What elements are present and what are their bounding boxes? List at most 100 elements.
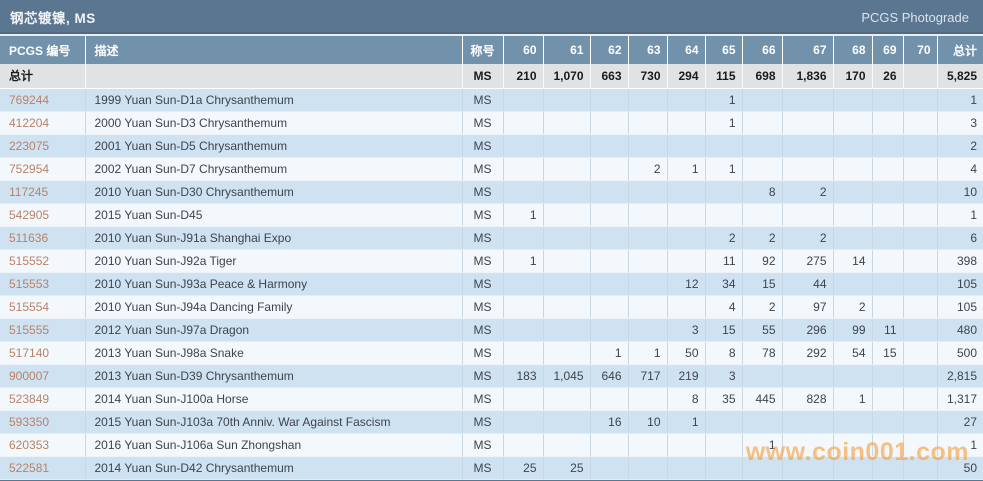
coin-description: 2015 Yuan Sun-J103a 70th Anniv. War Agai… <box>84 410 462 434</box>
pcgs-number-link[interactable]: 511636 <box>9 230 49 245</box>
pcgs-number-link[interactable]: 522581 <box>9 460 50 475</box>
table-row: 900007 2013 Yuan Sun-D39 Chrysanthemum MS 1… <box>0 364 983 388</box>
row-total: 398 <box>936 249 983 273</box>
designation: MS <box>461 111 503 135</box>
pcgs-number-link[interactable]: 769244 <box>9 92 50 107</box>
grade-count-67: 44 <box>781 272 833 296</box>
grade-count-60 <box>502 180 543 204</box>
pcgs-number-link[interactable]: 117245 <box>9 184 49 199</box>
designation: MS <box>461 387 503 411</box>
table-row: 412204 2000 Yuan Sun-D3 Chrysanthemum MS 1 3 <box>0 111 983 135</box>
grade-count-65: 1 <box>704 111 742 135</box>
grade-count-61 <box>542 433 590 457</box>
pcgs-number-link[interactable]: 412204 <box>9 115 50 130</box>
table-row: 769244 1999 Yuan Sun-D1a Chrysanthemum MS 1… <box>0 88 983 112</box>
grade-count-65: 15 <box>704 318 742 342</box>
pcgs-number-link[interactable]: 752954 <box>9 161 50 176</box>
table-row: 523849 2014 Yuan Sun-J100a Horse MS 8 35 445 8… <box>0 387 983 411</box>
table-row: 511636 2010 Yuan Sun-J91a Shanghai Expo MS… <box>0 226 983 250</box>
pcgs-number-link[interactable]: 515553 <box>9 276 50 291</box>
coin-description: 2013 Yuan Sun-J98a Snake <box>84 341 462 365</box>
designation: MS <box>461 295 503 319</box>
grade-count-68: 99 <box>832 318 872 342</box>
grade-count-64 <box>666 433 705 457</box>
grade-count-69 <box>871 249 903 273</box>
row-total: 1 <box>936 433 983 457</box>
coin-description: 2001 Yuan Sun-D5 Chrysanthemum <box>84 134 462 158</box>
pcgs-number-link[interactable]: 900007 <box>9 368 50 383</box>
grade-count-62 <box>589 295 628 319</box>
pcgs-number-link[interactable]: 515555 <box>9 322 50 337</box>
grade-count-67: 828 <box>781 387 833 411</box>
grade-count-64: 219 <box>666 364 705 388</box>
table-row: 515552 2010 Yuan Sun-J92a Tiger MS 1 11 92 275… <box>0 249 983 273</box>
grade-count-60 <box>502 88 543 112</box>
grade-count-68 <box>832 364 872 388</box>
pcgs-number-cell: 593350 <box>0 410 85 434</box>
pcgs-number-link[interactable]: 515554 <box>9 299 50 314</box>
pcgs-number-link[interactable]: 542905 <box>9 207 50 222</box>
grade-count-63 <box>627 433 667 457</box>
grade-count-70 <box>902 203 937 227</box>
grade-count-60 <box>502 295 543 319</box>
grade-count-60: 1 <box>502 249 543 273</box>
grade-count-68: 14 <box>832 249 872 273</box>
grade-count-66: 8 <box>741 180 782 204</box>
grade-count-63 <box>627 318 667 342</box>
pcgs-number-link[interactable]: 523849 <box>9 391 50 406</box>
grade-count-64: 1 <box>666 157 705 181</box>
grade-count-61 <box>542 226 590 250</box>
coin-description: 2002 Yuan Sun-D7 Chrysanthemum <box>84 157 462 181</box>
grade-count-63 <box>627 88 667 112</box>
grade-count-60 <box>502 134 543 158</box>
grade-count-70 <box>902 318 937 342</box>
grade-count-63: 1 <box>627 341 667 365</box>
column-header-67: 67 <box>781 36 833 64</box>
grade-count-61: 1,045 <box>542 364 590 388</box>
grade-count-63: 2 <box>627 157 667 181</box>
pcgs-number-cell: 522581 <box>0 456 85 480</box>
totals-grade-63: 730 <box>627 64 667 89</box>
grade-count-67: 97 <box>781 295 833 319</box>
grade-count-65 <box>704 203 742 227</box>
grade-count-60 <box>502 341 543 365</box>
totals-grade-69: 26 <box>871 64 903 89</box>
population-table: PCGS 编号 描述 称号 60 61 62 63 64 65 66 67 68 69 70 总计 总计 MS… <box>0 36 983 480</box>
grade-count-67 <box>781 157 833 181</box>
totals-description <box>84 64 462 89</box>
pcgs-number-cell: 515552 <box>0 249 85 273</box>
totals-grand-total: 5,825 <box>936 64 983 89</box>
pcgs-number-cell: 515555 <box>0 318 85 342</box>
coin-description: 2012 Yuan Sun-J97a Dragon <box>84 318 462 342</box>
grade-count-63: 717 <box>627 364 667 388</box>
totals-grade-60: 210 <box>502 64 543 89</box>
grade-count-69 <box>871 180 903 204</box>
pcgs-number-link[interactable]: 223075 <box>9 138 50 153</box>
grade-count-65 <box>704 456 742 480</box>
table-row: 515555 2012 Yuan Sun-J97a Dragon MS 3 15 55 29… <box>0 318 983 342</box>
pcgs-number-link[interactable]: 517140 <box>9 345 50 360</box>
grade-count-61 <box>542 203 590 227</box>
totals-label: 总计 <box>0 64 85 89</box>
grade-count-70 <box>902 272 937 296</box>
grade-count-61 <box>542 341 590 365</box>
grade-count-61: 25 <box>542 456 590 480</box>
grade-count-60 <box>502 272 543 296</box>
table-row: 117245 2010 Yuan Sun-D30 Chrysanthemum MS 8… <box>0 180 983 204</box>
photograde-link[interactable]: PCGS Photograde <box>861 9 969 25</box>
pcgs-number-link[interactable]: 620353 <box>9 437 50 452</box>
row-total: 6 <box>936 226 983 250</box>
pcgs-number-cell: 523849 <box>0 387 85 411</box>
grade-count-66 <box>741 134 782 158</box>
column-header-desc: 描述 <box>84 36 462 64</box>
pcgs-number-link[interactable]: 593350 <box>9 414 50 429</box>
grade-count-65: 35 <box>704 387 742 411</box>
grade-count-69 <box>871 226 903 250</box>
grade-count-70 <box>902 134 937 158</box>
pcgs-number-cell: 412204 <box>0 111 85 135</box>
pcgs-number-link[interactable]: 515552 <box>9 253 50 268</box>
row-total: 10 <box>936 180 983 204</box>
table-row: 515553 2010 Yuan Sun-J93a Peace & Harmony… <box>0 272 983 296</box>
grade-count-64 <box>666 180 705 204</box>
grade-count-62 <box>589 318 628 342</box>
